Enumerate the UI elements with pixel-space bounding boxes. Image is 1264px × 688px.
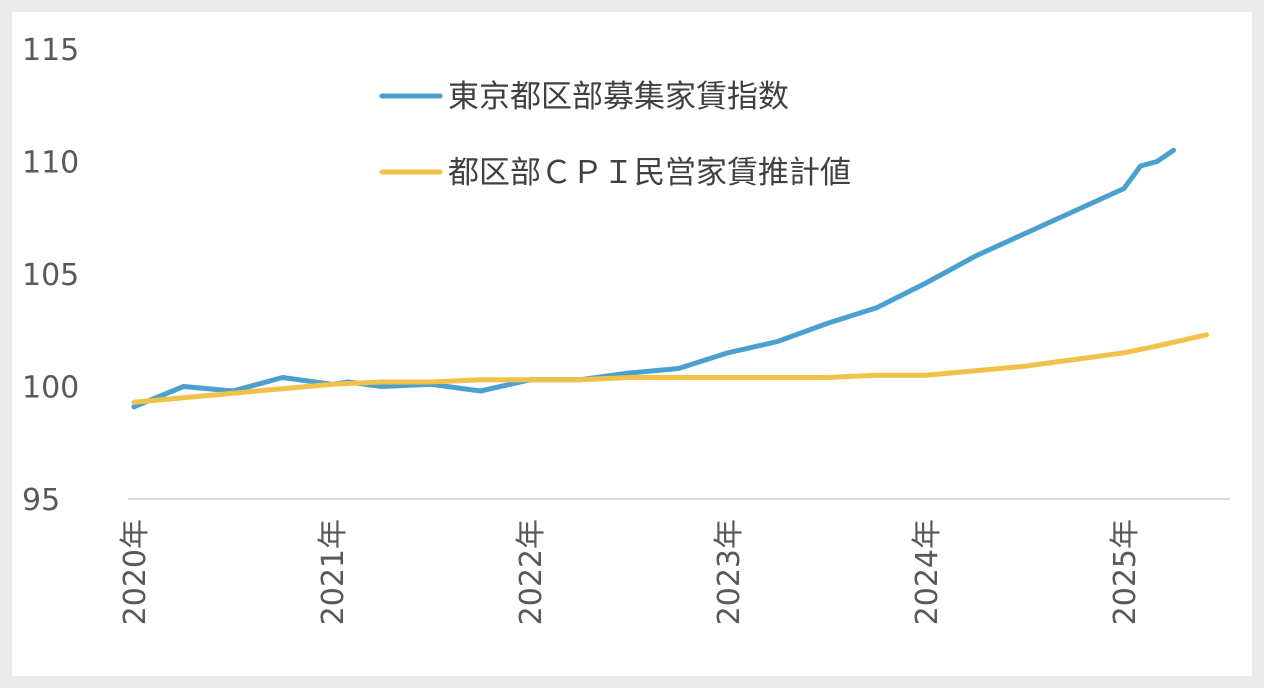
x-tick-label: 2022年 bbox=[514, 519, 549, 625]
legend-label-1: 東京都区部募集家賃指数 bbox=[448, 79, 789, 115]
x-axis: 2020年 2021年 2022年 2023年 2024年 2025年 bbox=[118, 519, 1143, 625]
x-tick-label: 2024年 bbox=[910, 519, 945, 625]
y-tick-label: 105 bbox=[22, 258, 79, 293]
y-tick-label: 110 bbox=[22, 146, 79, 181]
y-tick-label: 115 bbox=[22, 33, 79, 68]
series-layer bbox=[131, 147, 1209, 410]
legend-label-2: 都区部ＣＰＩ民営家賃推計値 bbox=[448, 155, 851, 191]
y-tick-label: 95 bbox=[22, 483, 60, 518]
y-tick-label: 100 bbox=[22, 371, 79, 406]
x-tick-label: 2025年 bbox=[1108, 519, 1143, 625]
line-chart: 95 100 105 110 115 2020年 2021年 2022年 2023年 2024年… bbox=[22, 33, 1230, 625]
y-axis: 95 100 105 110 115 bbox=[22, 33, 79, 518]
x-tick-label: 2021年 bbox=[316, 519, 351, 625]
chart-frame: 95 100 105 110 115 2020年 2021年 2022年 2023年 2024年… bbox=[12, 12, 1252, 676]
x-tick-label: 2023年 bbox=[712, 519, 747, 625]
series-line-2 bbox=[131, 332, 1209, 405]
x-tick-label: 2020年 bbox=[118, 519, 153, 625]
